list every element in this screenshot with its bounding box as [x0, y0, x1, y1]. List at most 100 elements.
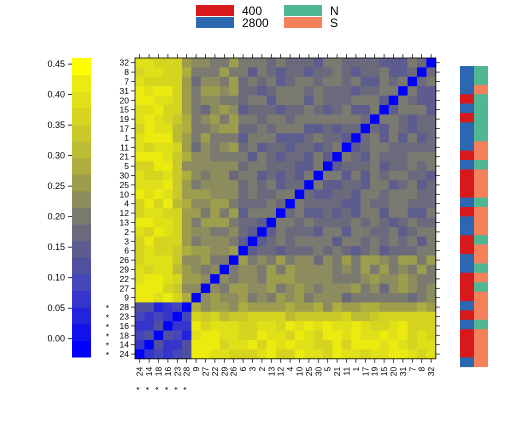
heatmap-cell [220, 284, 230, 294]
heatmap-cell [257, 67, 267, 77]
heatmap-cell [229, 152, 239, 162]
heatmap-cell [351, 58, 361, 68]
heatmap-cell [332, 331, 342, 341]
heatmap-cell [426, 274, 436, 284]
heatmap-cell [323, 274, 333, 284]
annotation-condition-cell [460, 122, 474, 132]
heatmap-cell [389, 218, 399, 228]
heatmap-cell [135, 331, 145, 341]
heatmap-cell [304, 227, 314, 237]
heatmap-cell [370, 96, 380, 106]
annotation-condition-cell [460, 141, 474, 151]
heatmap-cell [379, 340, 389, 350]
heatmap-cell [248, 143, 258, 153]
heatmap-cell [267, 237, 277, 247]
heatmap-cell [248, 58, 258, 68]
heatmap-cell [408, 171, 418, 181]
heatmap-cell [379, 96, 389, 106]
heatmap-cell [323, 321, 333, 331]
heatmap-cell [257, 302, 267, 312]
heatmap-cell [267, 152, 277, 162]
heatmap-cell [154, 124, 164, 134]
heatmap-cell [361, 312, 371, 322]
heatmap-cell [295, 133, 305, 143]
heatmap-cell [398, 349, 408, 359]
heatmap-cell [314, 237, 324, 247]
heatmap-cell [417, 133, 427, 143]
colorbar-tick-label: 0.15 [47, 242, 65, 252]
heatmap-cell [173, 227, 183, 237]
heatmap-cell [314, 96, 324, 106]
heatmap-cell [295, 143, 305, 153]
heatmap-cell [285, 227, 295, 237]
heatmap-cell [342, 114, 352, 124]
heatmap-cell [135, 265, 145, 275]
heatmap-cell [389, 331, 399, 341]
heatmap-cell [144, 331, 154, 341]
heatmap-cell [389, 124, 399, 134]
heatmap-cell [276, 255, 286, 265]
colorbar-segment [72, 174, 91, 191]
heatmap-cell [426, 190, 436, 200]
heatmap-cell [285, 331, 295, 341]
heatmap-cell [154, 171, 164, 181]
heatmap-cell [182, 302, 192, 312]
heatmap-cell [417, 312, 427, 322]
heatmap-cell [182, 274, 192, 284]
heatmap-cell [398, 96, 408, 106]
heatmap-cell [426, 171, 436, 181]
heatmap-cell [314, 331, 324, 341]
heatmap-cell [163, 114, 173, 124]
annotation-group-cell [474, 320, 488, 330]
heatmap-cell [426, 124, 436, 134]
heatmap-cell [173, 86, 183, 96]
heatmap-cell [257, 208, 267, 218]
heatmap-cell [163, 67, 173, 77]
heatmap-cell [426, 227, 436, 237]
heatmap-cell [173, 171, 183, 181]
heatmap-cell [154, 133, 164, 143]
heatmap-cell [295, 340, 305, 350]
colorbar-tick-label: 0.20 [47, 212, 65, 222]
heatmap-cell [295, 255, 305, 265]
heatmap-cell [304, 312, 314, 322]
heatmap-cell [220, 331, 230, 341]
heatmap-cell [370, 293, 380, 303]
heatmap-cell [323, 180, 333, 190]
heatmap-cell [295, 171, 305, 181]
annotation-group-cell [474, 282, 488, 292]
heatmap-cell [173, 180, 183, 190]
heatmap-cell [267, 171, 277, 181]
heatmap-cell [398, 312, 408, 322]
heatmap-cell [426, 105, 436, 115]
heatmap-cell [398, 67, 408, 77]
heatmap-cell [154, 255, 164, 265]
heatmap-cell [182, 227, 192, 237]
x-tick-label-32: 32 [426, 367, 436, 377]
heatmap-cell [201, 143, 211, 153]
heatmap-cell [370, 77, 380, 87]
heatmap-cell [173, 96, 183, 106]
heatmap-cell [248, 199, 258, 209]
annotation-condition-cell [460, 235, 474, 245]
heatmap-cell [351, 96, 361, 106]
heatmap-cell [201, 124, 211, 134]
heatmap-cell [295, 58, 305, 68]
heatmap-cell [135, 340, 145, 350]
heatmap-cell [248, 349, 258, 359]
heatmap-cell [182, 161, 192, 171]
heatmap-cell [267, 227, 277, 237]
heatmap-cell [173, 152, 183, 162]
heatmap-cell [408, 227, 418, 237]
heatmap-cell [220, 143, 230, 153]
heatmap-cell [267, 293, 277, 303]
heatmap-cell [314, 77, 324, 87]
heatmap-cell [379, 152, 389, 162]
heatmap-cell [370, 302, 380, 312]
heatmap-cell [342, 190, 352, 200]
heatmap-cell [408, 114, 418, 124]
heatmap-cell [361, 284, 371, 294]
heatmap-cell [220, 302, 230, 312]
heatmap-cell [342, 302, 352, 312]
heatmap-cell [389, 105, 399, 115]
